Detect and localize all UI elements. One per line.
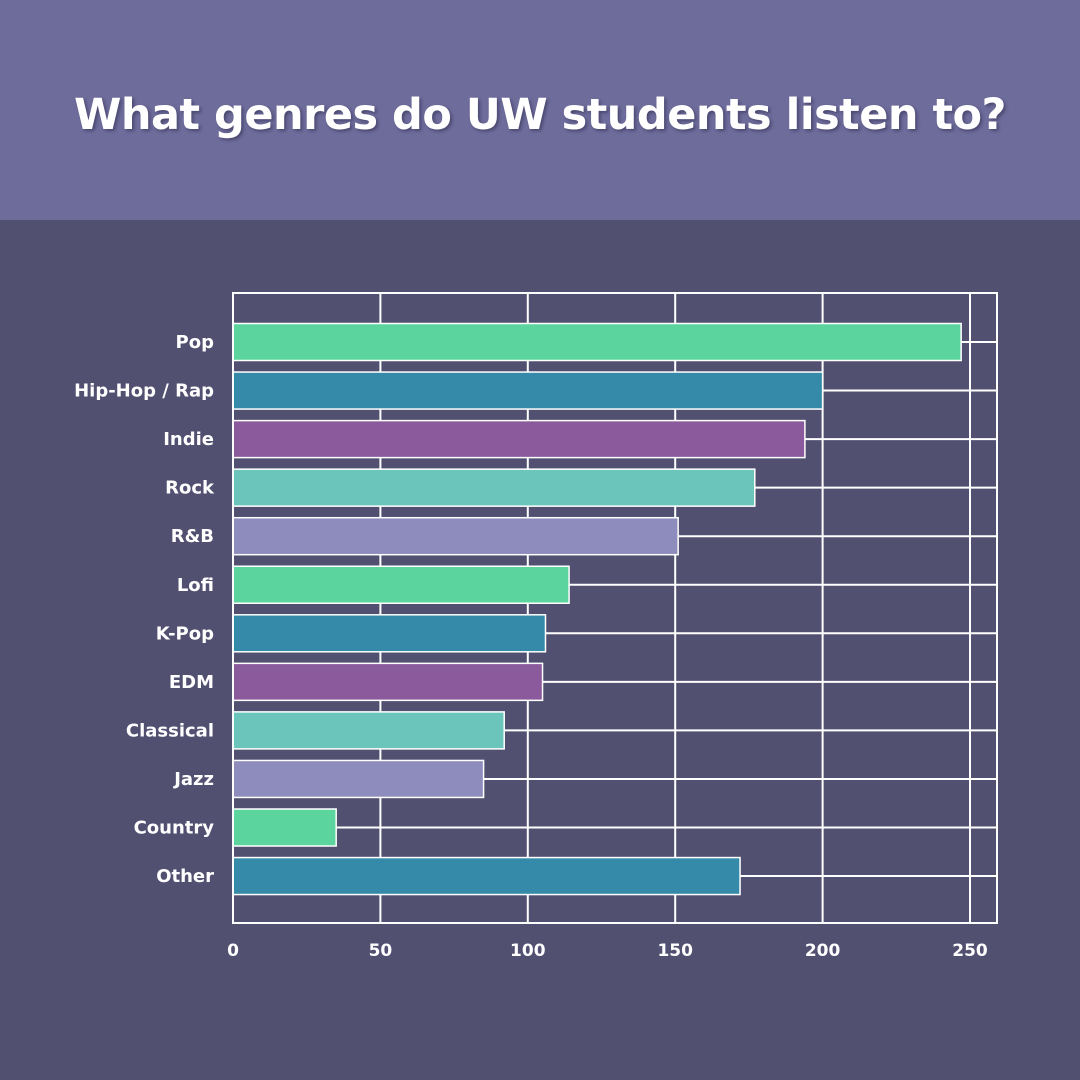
bar (232, 614, 547, 653)
category-labels: Pop Hip-Hop / Rap Indie Rock R&B Lofi K-Pop EDM… (74, 332, 215, 887)
plot-border (232, 292, 998, 924)
bar-layer (232, 322, 962, 896)
category-label: Country (134, 818, 215, 839)
category-label: Classical (126, 720, 214, 741)
bar (232, 419, 806, 459)
category-label: K-Pop (156, 623, 214, 644)
x-tick-label: 50 (369, 941, 393, 961)
plot-frame (232, 292, 998, 924)
category-label: Other (156, 866, 214, 887)
x-tick-label: 200 (805, 941, 841, 961)
category-label: EDM (169, 672, 214, 693)
category-label: Indie (163, 429, 214, 450)
bar (232, 856, 741, 896)
category-label: R&B (171, 526, 214, 547)
category-label: Lofi (177, 575, 214, 596)
x-tick-label: 0 (227, 941, 239, 961)
bar (232, 468, 756, 507)
bar (232, 322, 962, 362)
bar (232, 711, 505, 750)
category-label: Hip-Hop / Rap (74, 381, 214, 402)
x-tick-label: 250 (952, 941, 988, 961)
bar (232, 759, 485, 799)
x-tick-label: 100 (510, 941, 546, 961)
category-label: Jazz (172, 769, 214, 790)
bar (232, 371, 824, 410)
x-tick-labels: 0 50 100 150 200 250 (227, 941, 988, 961)
bar (232, 565, 570, 604)
title-banner: What genres do UW students listen to? (0, 0, 1080, 220)
bar (232, 808, 337, 847)
category-label: Pop (176, 332, 215, 353)
x-tick-label: 150 (657, 941, 693, 961)
bar (232, 516, 679, 556)
page-title: What genres do UW students listen to? (73, 90, 1007, 140)
category-label: Rock (165, 478, 215, 499)
bar (232, 662, 544, 702)
